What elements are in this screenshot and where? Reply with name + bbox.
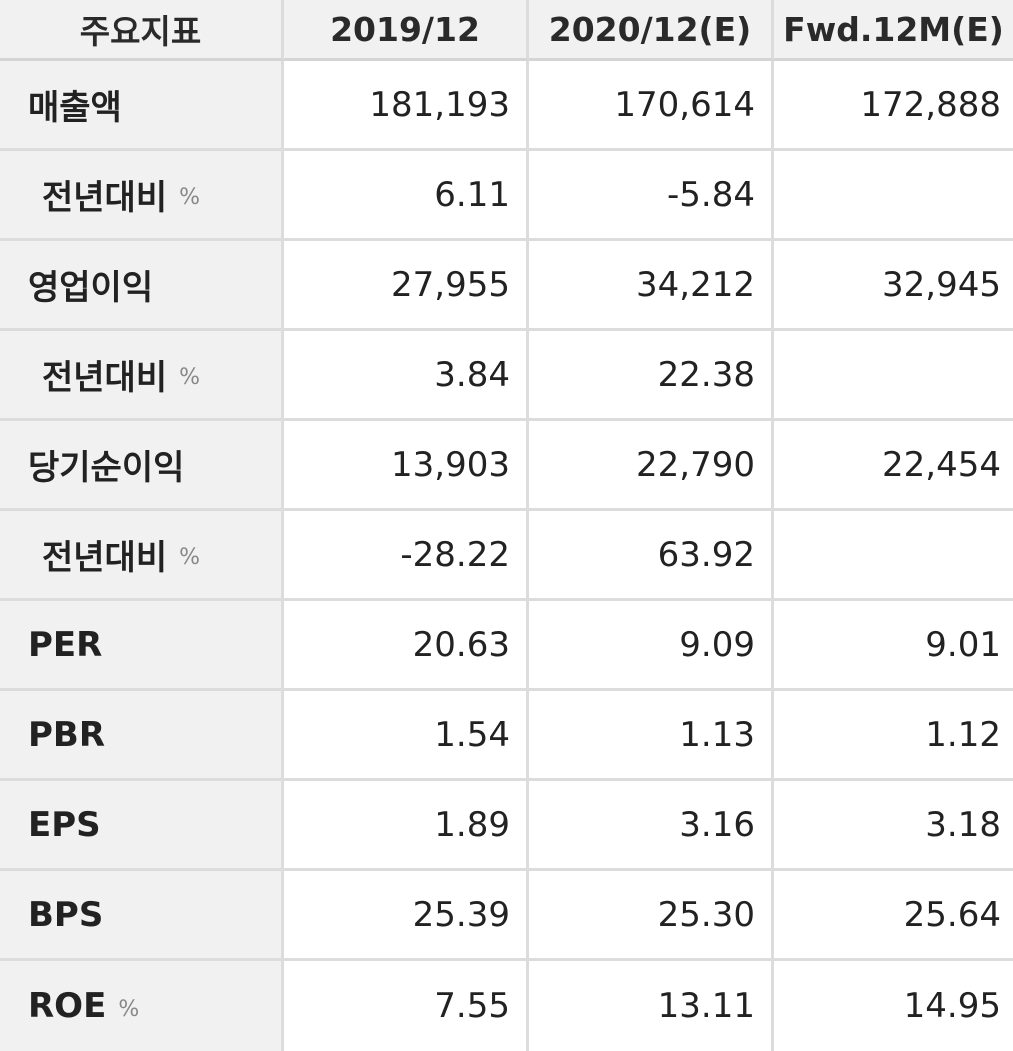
row-value: 13.11 bbox=[529, 961, 774, 1051]
row-label: PER bbox=[0, 601, 284, 691]
row-unit: % bbox=[179, 545, 201, 570]
row-label: 영업이익 bbox=[0, 241, 284, 331]
row-value: 9.01 bbox=[774, 601, 1013, 691]
row-label-text: 매출액 bbox=[28, 88, 122, 128]
row-label: ROE% bbox=[0, 961, 284, 1051]
row-value: 1.89 bbox=[284, 781, 529, 871]
header-col-2020-12e: 2020/12(E) bbox=[529, 0, 774, 61]
row-label: 전년대비% bbox=[0, 151, 284, 241]
row-label: BPS bbox=[0, 871, 284, 961]
row-unit: % bbox=[179, 185, 201, 210]
row-value: -28.22 bbox=[284, 511, 529, 601]
row-label-text: PER bbox=[28, 624, 103, 665]
row-unit: % bbox=[179, 365, 201, 390]
row-label-text: 전년대비 bbox=[42, 538, 168, 578]
header-label: 주요지표 bbox=[0, 0, 284, 61]
row-value: 27,955 bbox=[284, 241, 529, 331]
row-value: 22,790 bbox=[529, 421, 774, 511]
row-label-text: EPS bbox=[28, 804, 101, 845]
row-value: 172,888 bbox=[774, 61, 1013, 151]
row-label-text: PBR bbox=[28, 714, 106, 755]
row-value: 32,945 bbox=[774, 241, 1013, 331]
row-value: 1.13 bbox=[529, 691, 774, 781]
row-label: 전년대비% bbox=[0, 331, 284, 421]
row-value: 34,212 bbox=[529, 241, 774, 331]
row-value: 3.16 bbox=[529, 781, 774, 871]
row-label-text: ROE bbox=[28, 986, 107, 1026]
row-value: 9.09 bbox=[529, 601, 774, 691]
row-label: EPS bbox=[0, 781, 284, 871]
row-value bbox=[774, 331, 1013, 421]
row-value: -5.84 bbox=[529, 151, 774, 241]
row-value: 20.63 bbox=[284, 601, 529, 691]
row-label-text: 영업이익 bbox=[28, 268, 154, 308]
row-value: 25.30 bbox=[529, 871, 774, 961]
row-value: 13,903 bbox=[284, 421, 529, 511]
row-value: 3.18 bbox=[774, 781, 1013, 871]
row-value: 22,454 bbox=[774, 421, 1013, 511]
row-label-text: BPS bbox=[28, 894, 104, 935]
row-label-text: 당기순이익 bbox=[28, 448, 185, 488]
row-label-text: 전년대비 bbox=[42, 178, 168, 218]
row-label-text: 전년대비 bbox=[42, 358, 168, 398]
row-label: 당기순이익 bbox=[0, 421, 284, 511]
row-value: 14.95 bbox=[774, 961, 1013, 1051]
row-value: 181,193 bbox=[284, 61, 529, 151]
row-value: 1.54 bbox=[284, 691, 529, 781]
row-label: PBR bbox=[0, 691, 284, 781]
row-value: 63.92 bbox=[529, 511, 774, 601]
row-value bbox=[774, 151, 1013, 241]
row-value: 3.84 bbox=[284, 331, 529, 421]
row-label: 매출액 bbox=[0, 61, 284, 151]
row-unit: % bbox=[118, 996, 140, 1022]
row-value: 25.64 bbox=[774, 871, 1013, 961]
row-value: 6.11 bbox=[284, 151, 529, 241]
header-col-2019-12: 2019/12 bbox=[284, 0, 529, 61]
row-value: 170,614 bbox=[529, 61, 774, 151]
row-value: 25.39 bbox=[284, 871, 529, 961]
row-value bbox=[774, 511, 1013, 601]
row-value: 22.38 bbox=[529, 331, 774, 421]
row-value: 7.55 bbox=[284, 961, 529, 1051]
row-label: 전년대비% bbox=[0, 511, 284, 601]
row-value: 1.12 bbox=[774, 691, 1013, 781]
header-col-fwd-12m: Fwd.12M(E) bbox=[774, 0, 1013, 61]
